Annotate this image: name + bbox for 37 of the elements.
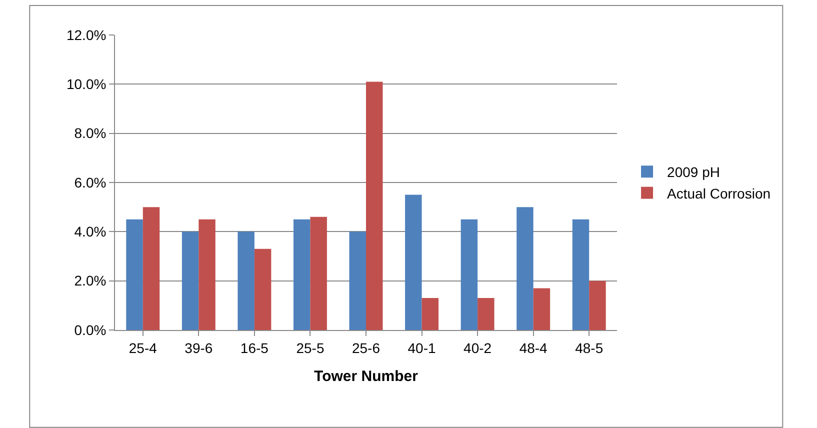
x-tick-label: 25-6 [352,340,380,356]
bar [366,82,383,330]
bar [478,298,494,330]
bar [349,232,366,330]
y-tick-label: 0.0% [74,322,106,338]
y-tick-label: 10.0% [66,76,106,92]
bar [516,207,534,330]
bar [310,216,327,330]
legend-label: Actual Corrosion [667,185,771,202]
bar [142,207,160,330]
x-axis-title: Tower Number [314,368,418,385]
bar [422,298,439,330]
bar [533,288,550,330]
x-tick-label: 48-5 [575,340,604,356]
bar [460,219,478,330]
bar [572,219,590,330]
bar [238,232,254,330]
x-tick-label: 39-6 [184,340,213,356]
x-tick-label: 25-5 [296,340,324,356]
x-tick-label: 40-2 [464,340,492,356]
y-tick-label: 6.0% [74,174,106,190]
bar [126,219,143,330]
y-tick-label: 2.0% [74,272,106,289]
bar [182,232,199,330]
bar [405,194,422,330]
legend-label: 2009 pH [667,164,720,180]
bar [293,219,310,330]
x-tick-label: 16-5 [240,340,269,356]
y-tick-label: 4.0% [74,224,106,240]
y-tick-label: 8.0% [74,125,106,142]
bar [198,219,216,330]
bar [589,280,606,330]
x-tick-label: 40-1 [408,340,436,356]
x-tick-label: 48-4 [519,340,548,356]
x-tick-label: 25-4 [128,340,158,356]
y-tick-label: 12.0% [66,26,106,43]
bar [254,248,272,330]
